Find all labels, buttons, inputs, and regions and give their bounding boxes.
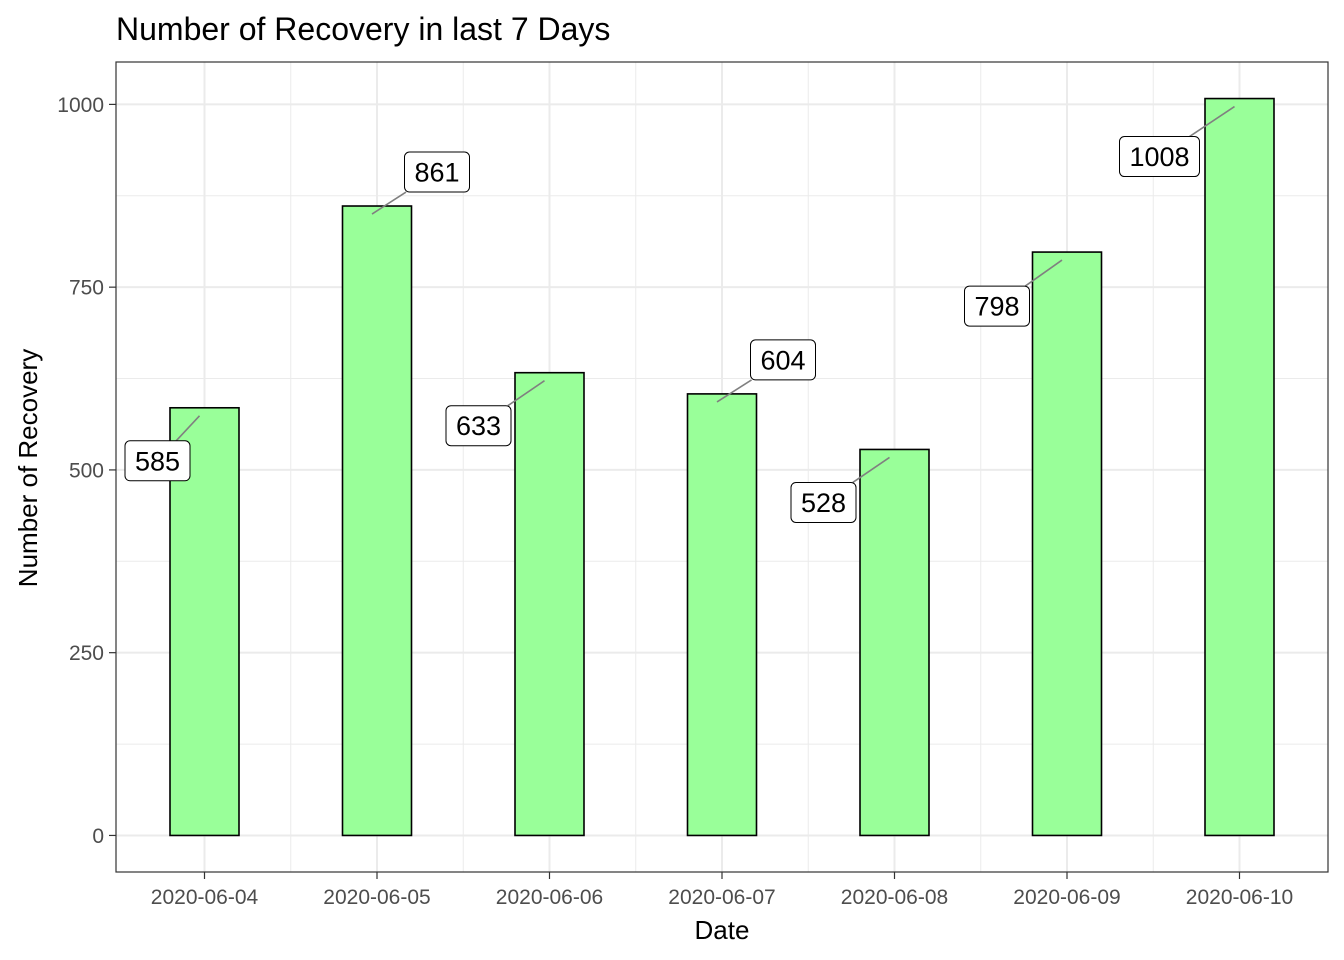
bar bbox=[1204, 97, 1275, 837]
data-label-text: 1008 bbox=[1129, 142, 1189, 172]
data-label: 633 bbox=[445, 380, 545, 447]
label-box bbox=[445, 405, 512, 447]
label-box bbox=[750, 339, 816, 381]
label-leader-line bbox=[371, 191, 407, 215]
data-label: 585 bbox=[124, 415, 201, 482]
x-axis-title: Date bbox=[695, 915, 750, 945]
data-labels: 585 861 633 604 528 798 1008 bbox=[124, 105, 1235, 523]
label-box bbox=[124, 440, 191, 482]
data-label-text: 528 bbox=[801, 488, 846, 518]
data-label-text: 798 bbox=[974, 292, 1019, 322]
x-tick-label: 2020-06-10 bbox=[1186, 886, 1293, 909]
bar bbox=[859, 448, 930, 837]
data-label: 528 bbox=[790, 456, 890, 523]
data-label-text: 604 bbox=[760, 345, 805, 375]
y-axis-title: Number of Recovery bbox=[13, 349, 43, 587]
label-box bbox=[790, 481, 857, 523]
bar bbox=[514, 371, 585, 837]
y-tick-label: 0 bbox=[92, 825, 104, 848]
y-tick-label: 500 bbox=[69, 459, 104, 482]
bar bbox=[341, 205, 413, 837]
y-tick-label: 750 bbox=[69, 277, 104, 300]
label-leader-line bbox=[1189, 105, 1235, 138]
label-leader-line bbox=[507, 380, 545, 407]
x-tick-label: 2020-06-07 bbox=[668, 886, 775, 909]
bar bbox=[686, 393, 758, 837]
y-tick-label: 1000 bbox=[57, 94, 104, 117]
data-label: 604 bbox=[716, 339, 816, 403]
label-leader-line bbox=[1024, 259, 1063, 287]
data-label: 1008 bbox=[1119, 105, 1235, 178]
data-label: 861 bbox=[371, 151, 470, 215]
label-leader-line bbox=[175, 415, 201, 442]
label-box bbox=[1119, 136, 1200, 178]
chart-title: Number of Recovery in last 7 Days bbox=[116, 11, 610, 47]
y-tick-label: 250 bbox=[69, 642, 104, 665]
axis-ticks: 0 250 500 750 1000 2020-06-04 2020-06-05 2020-0… bbox=[57, 94, 1293, 909]
bars bbox=[169, 97, 1275, 837]
data-label-text: 585 bbox=[135, 446, 180, 476]
x-tick-label: 2020-06-08 bbox=[841, 886, 948, 909]
x-tick-label: 2020-06-09 bbox=[1013, 886, 1120, 909]
data-label-text: 633 bbox=[456, 411, 501, 441]
label-box bbox=[404, 151, 470, 193]
data-label: 798 bbox=[964, 259, 1063, 327]
label-leader-line bbox=[852, 456, 890, 484]
x-tick-label: 2020-06-04 bbox=[151, 886, 259, 909]
bar bbox=[1031, 251, 1103, 837]
x-tick-label: 2020-06-06 bbox=[496, 886, 603, 909]
x-tick-label: 2020-06-05 bbox=[323, 886, 430, 909]
label-box bbox=[964, 285, 1030, 327]
data-label-text: 861 bbox=[414, 158, 459, 188]
label-leader-line bbox=[716, 379, 753, 403]
